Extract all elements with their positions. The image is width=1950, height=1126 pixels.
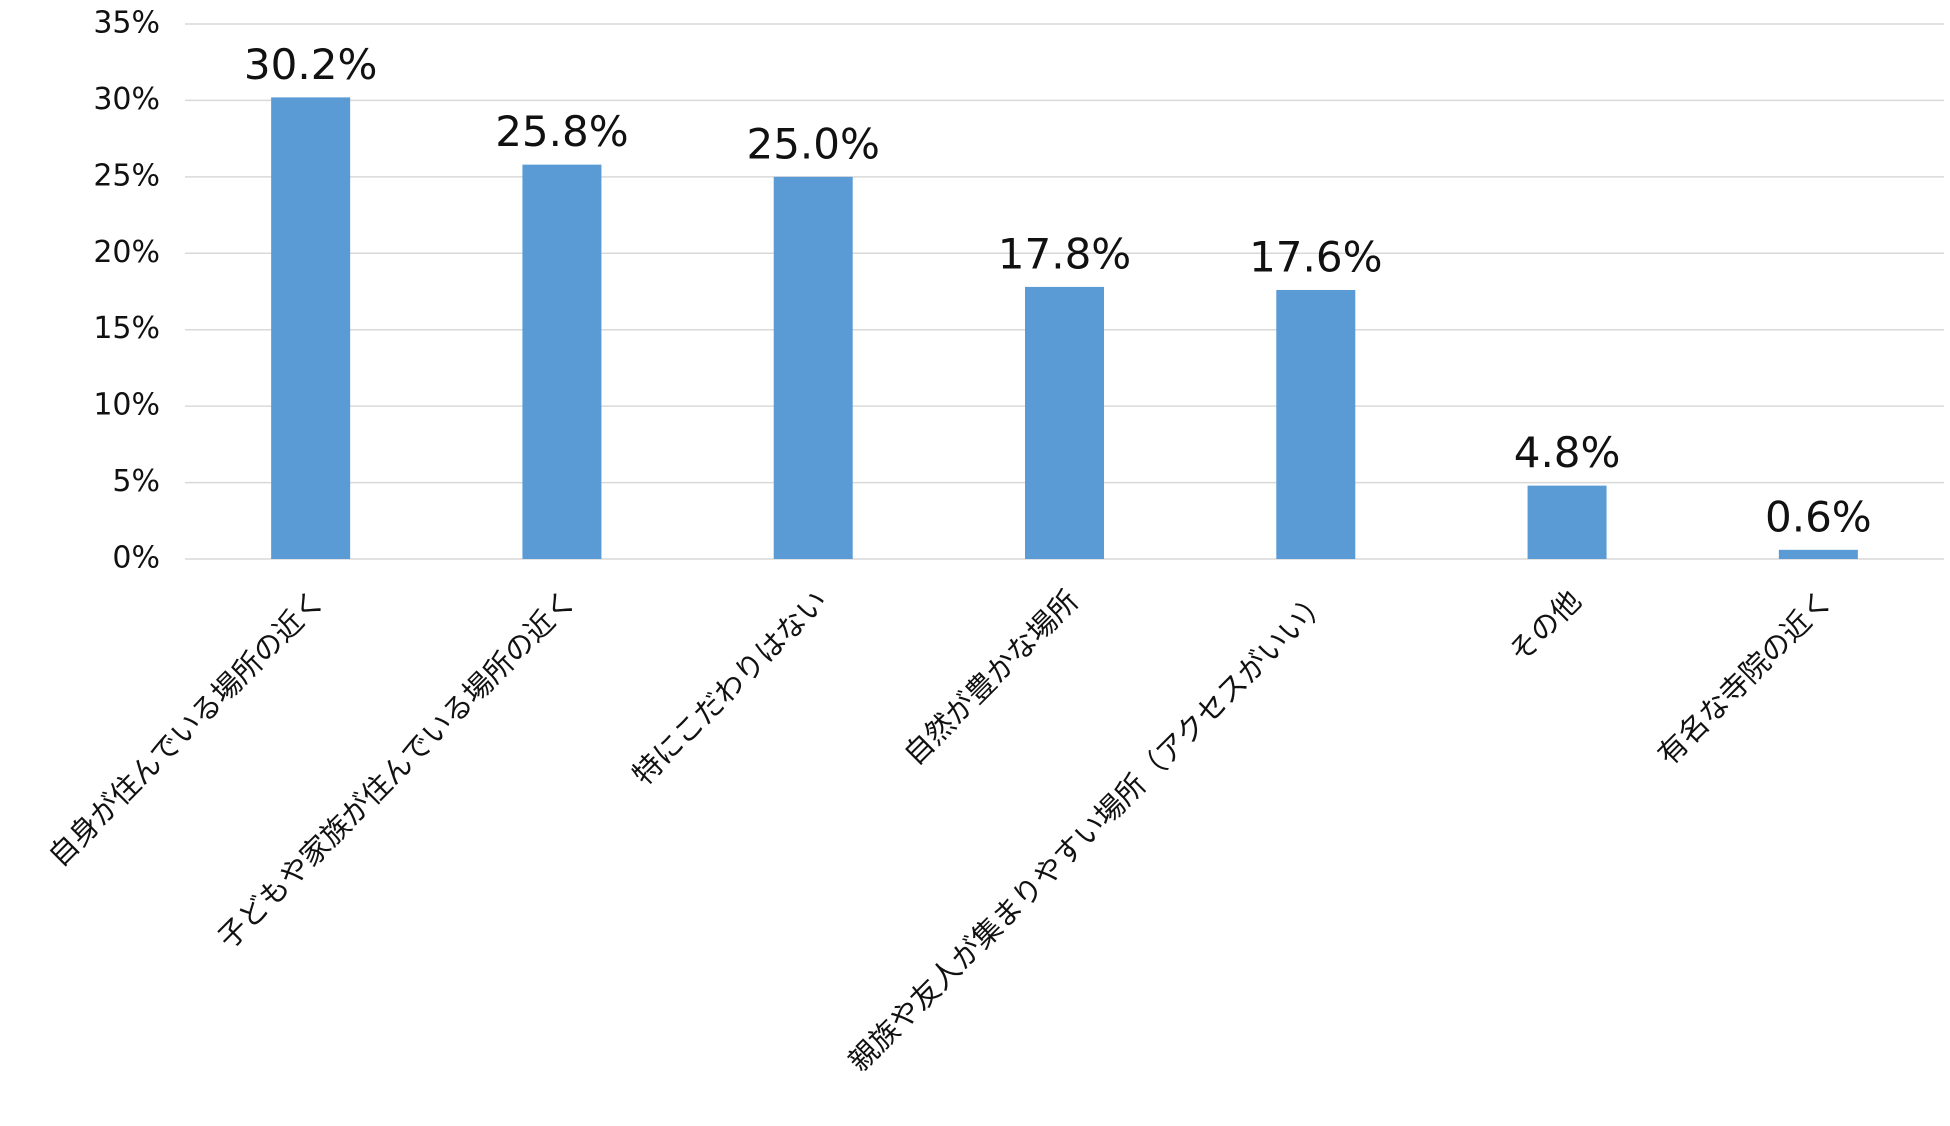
bar (522, 164, 602, 559)
bar (773, 176, 853, 559)
bar (1025, 286, 1104, 559)
x-tick-label: 自然が豊かな場所 (897, 584, 1085, 772)
x-tick-label: 親族や友人が集まりやすい場所（アクセスがいい） (842, 584, 1337, 1079)
value-label: 25.8% (495, 107, 628, 156)
x-tick-label: 自身が住んでいる場所の近く (42, 584, 332, 874)
y-tick-label: 5% (112, 464, 160, 499)
value-label: 4.8% (1514, 428, 1621, 477)
x-tick-label: 有名な寺院の近く (1651, 584, 1839, 772)
bar (271, 97, 351, 559)
value-label: 17.8% (998, 229, 1131, 278)
y-tick-label: 0% (112, 541, 160, 576)
value-label: 30.2% (244, 40, 377, 89)
y-tick-label: 25% (93, 158, 160, 193)
y-tick-label: 15% (93, 311, 160, 346)
x-tick-label: その他 (1502, 584, 1588, 670)
bar (1276, 289, 1356, 559)
y-tick-label: 20% (93, 235, 160, 270)
value-label: 0.6% (1765, 492, 1872, 541)
y-tick-label: 10% (93, 388, 160, 423)
value-label: 17.6% (1249, 232, 1382, 281)
y-tick-label: 35% (93, 6, 160, 41)
value-label: 25.0% (746, 119, 879, 168)
y-tick-label: 30% (93, 82, 160, 117)
x-tick-label: 特にこだわりはない (626, 584, 834, 792)
bar (1778, 549, 1858, 559)
bar (1527, 485, 1607, 559)
